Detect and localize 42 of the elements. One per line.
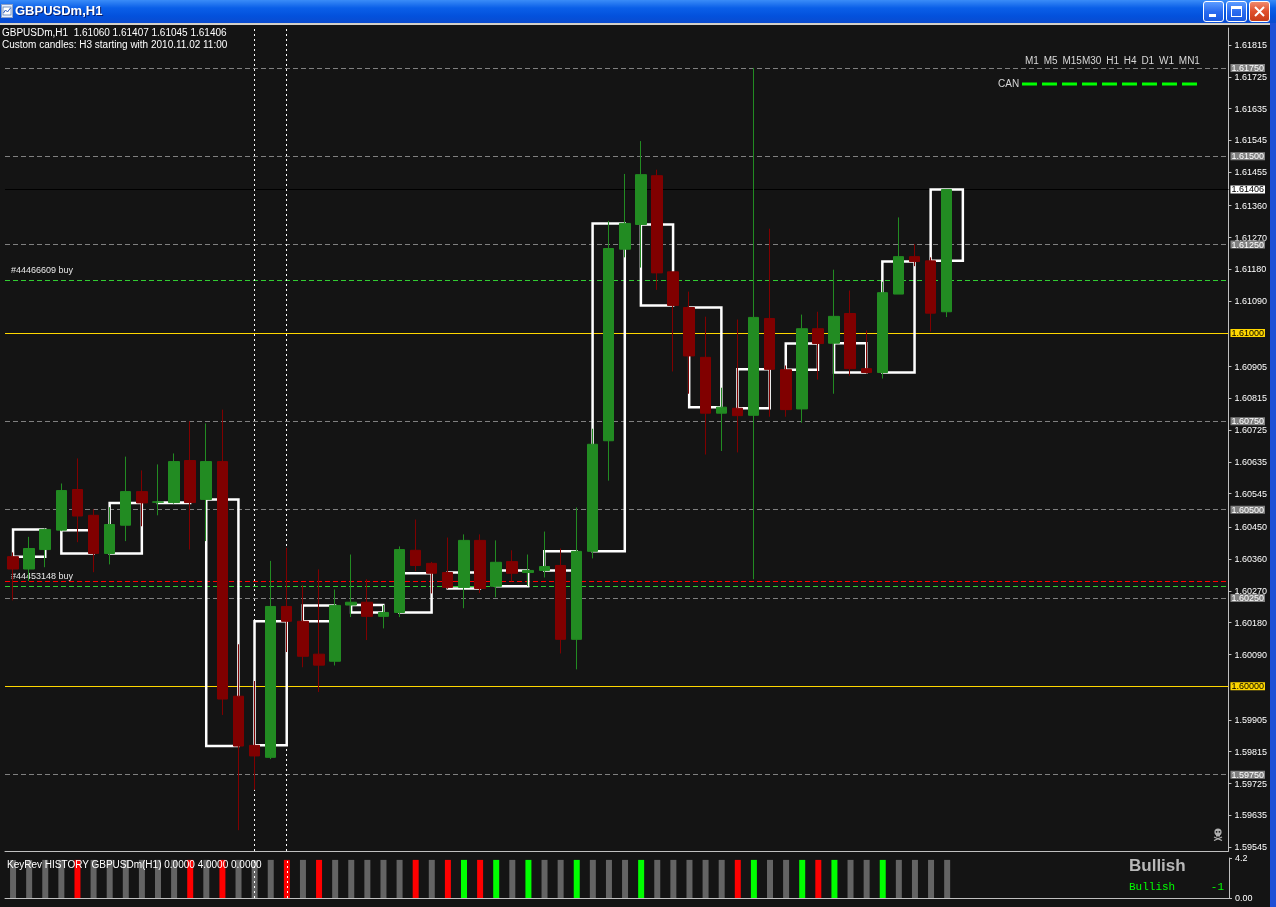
y-tick-label: 0.00	[1235, 893, 1253, 903]
y-tick-label: 1.61545	[1234, 135, 1268, 146]
ref-line-label: 1.61500	[1231, 151, 1265, 162]
y-tick-label: 1.59725	[1234, 778, 1268, 789]
y-tick-label: 1.59545	[1234, 842, 1268, 853]
y-tick-label: 1.60815	[1234, 393, 1268, 404]
ref-line-label: #44453148 buy	[11, 571, 74, 582]
ref-line-label: 1.61406	[1231, 184, 1265, 195]
y-tick-label: 1.61090	[1234, 296, 1268, 307]
y-tick-label: 1.61815	[1234, 39, 1268, 50]
chart-subtitle: GBPUSDm,H1 1.61060 1.61407 1.61045 1.61406	[2, 27, 227, 39]
y-tick-label: 4.2	[1235, 853, 1248, 863]
y-tick-label: 1.60360	[1234, 554, 1268, 565]
y-tick-label: 1.61180	[1234, 264, 1267, 275]
y-tick-label: 1.61635	[1234, 103, 1268, 114]
ref-line-label: 1.60000	[1231, 681, 1265, 692]
y-tick-label: 1.59905	[1234, 714, 1268, 725]
y-tick-label: 1.60090	[1234, 649, 1268, 660]
annotation: CAN	[998, 78, 1020, 90]
y-tick-label: 1.61455	[1234, 167, 1268, 178]
y-tick-label: 1.60545	[1234, 488, 1268, 499]
y-tick-label: 1.60725	[1234, 425, 1268, 436]
y-tick-label: 1.60635	[1234, 456, 1268, 467]
y-tick-label: 1.60450	[1234, 522, 1268, 533]
y-tick-label: 1.59815	[1234, 746, 1268, 757]
ref-line-label: #44466609 buy	[11, 265, 74, 276]
annotation: Custom candles: H3 starting with 2010.11.02 11:00	[2, 39, 228, 51]
y-tick-label: 1.60180	[1234, 617, 1268, 628]
chart-title: GBPUSDm,H1	[15, 3, 103, 18]
y-tick-label: 1.59635	[1234, 810, 1268, 821]
y-tick-label: 1.61725	[1234, 71, 1268, 82]
ref-line-label: 1.59750	[1231, 769, 1265, 780]
annotation: M1 M5 M15M30 H1 H4 D1 W1 MN1	[1025, 55, 1200, 67]
ref-line-label: 1.60750	[1231, 416, 1265, 427]
ref-line-label: 1.61000	[1231, 327, 1265, 338]
y-tick-label: 1.61360	[1234, 200, 1268, 211]
ref-line-label: 1.61750	[1231, 62, 1265, 73]
text: Bullish -1	[1129, 881, 1224, 893]
y-tick-label: 1.60905	[1234, 361, 1268, 372]
annotation: Bullish	[1129, 856, 1186, 876]
ref-line-label: 1.61250	[1231, 239, 1265, 250]
ref-line-label: 1.60500	[1231, 504, 1265, 515]
